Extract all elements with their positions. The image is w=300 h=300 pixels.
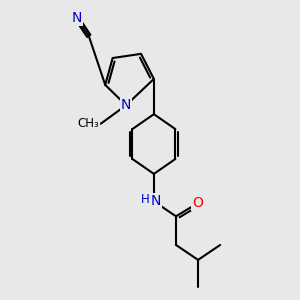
Text: N: N <box>150 194 161 208</box>
Text: H: H <box>141 194 150 206</box>
Text: O: O <box>192 196 203 210</box>
Text: N: N <box>121 98 131 112</box>
Text: N: N <box>72 11 82 25</box>
Text: CH₃: CH₃ <box>77 117 99 130</box>
